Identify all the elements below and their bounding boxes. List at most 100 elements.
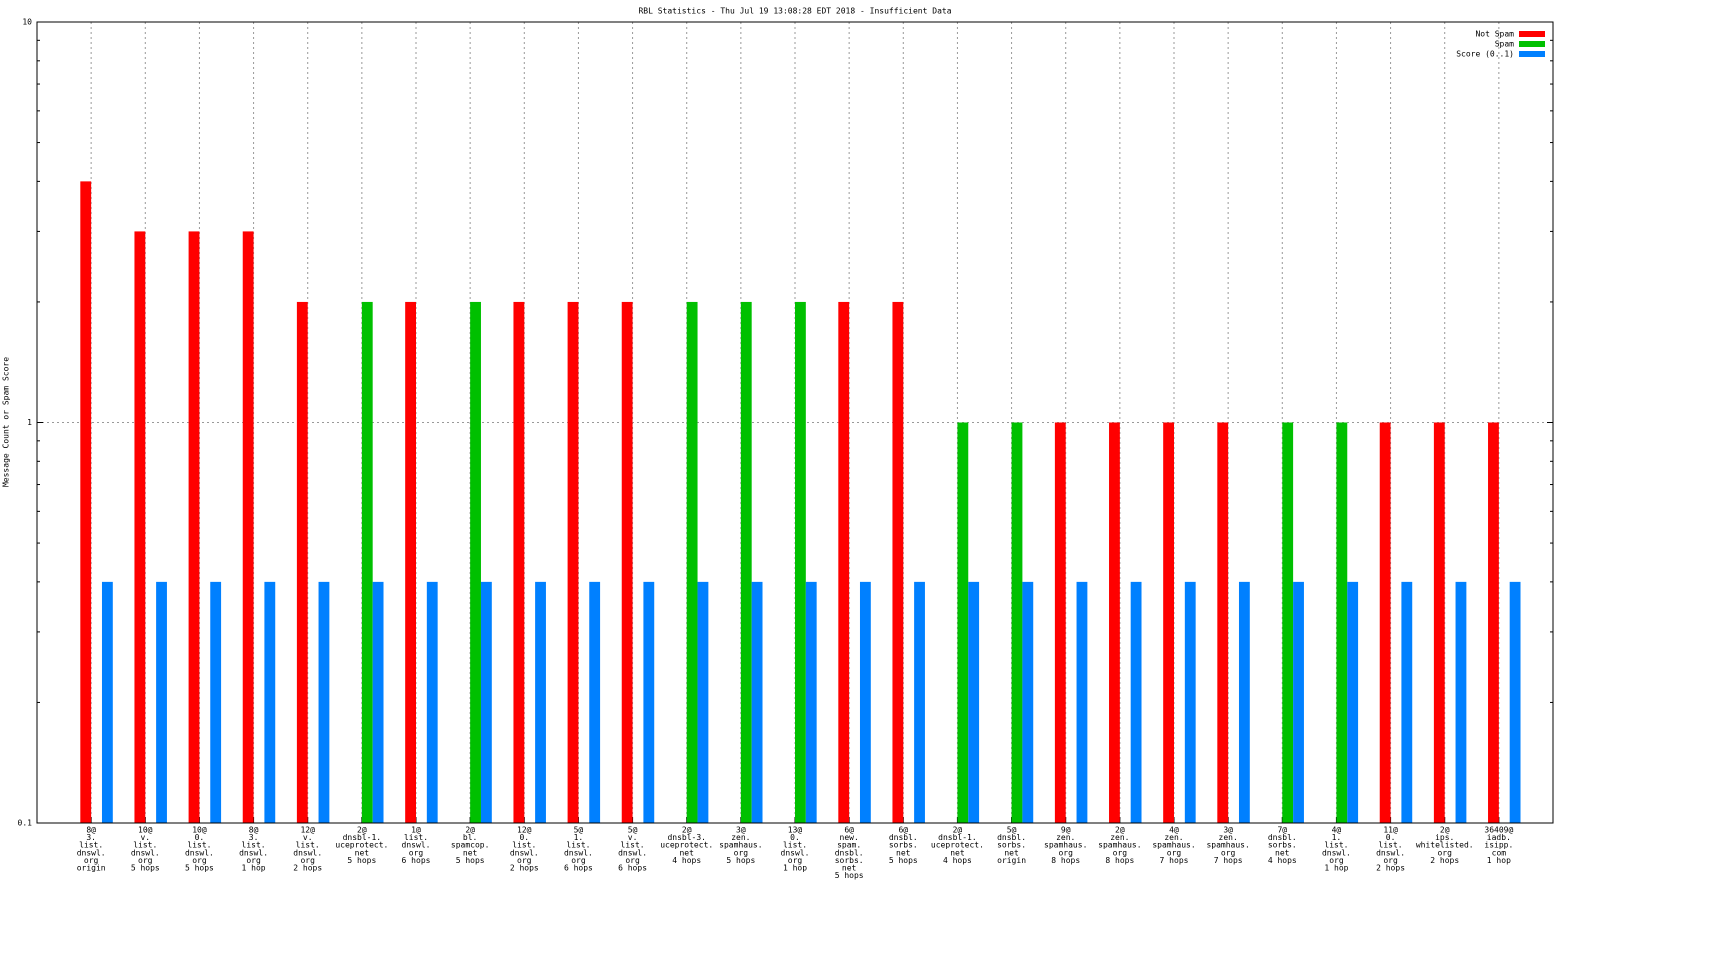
x-tick-label: 1 hop — [1324, 864, 1348, 873]
y-tick-label: 10 — [22, 18, 32, 27]
bar — [1509, 581, 1521, 823]
bar — [1379, 422, 1391, 823]
x-tick-label: list. — [187, 841, 211, 850]
bar — [1293, 581, 1304, 823]
bar — [1282, 422, 1294, 823]
x-tick-label: dnswl. — [239, 848, 268, 857]
bar — [134, 231, 146, 823]
x-tick-label: list. — [404, 833, 428, 842]
x-tick-label: uceprotect. — [660, 841, 713, 850]
legend-swatch — [1519, 41, 1545, 47]
x-tick-label: 3. — [249, 833, 259, 842]
x-tick-label: dnsbl-1. — [343, 833, 382, 842]
x-tick-label: net — [355, 848, 370, 857]
x-tick-label: sorbs. — [997, 841, 1026, 850]
x-tick-label: org — [788, 856, 803, 865]
x-tick-label: whitelisted. — [1416, 841, 1474, 850]
x-tick-label: v. — [303, 833, 313, 842]
plot-frame — [36, 21, 1554, 824]
x-tick-label: zen. — [1164, 833, 1183, 842]
bar — [480, 581, 492, 823]
x-tick-label: dnswl. — [510, 848, 539, 857]
x-tick-label: 8 hops — [1105, 856, 1134, 865]
bar — [1488, 422, 1499, 823]
x-tick-label: uceprotect. — [335, 841, 388, 850]
x-tick-label: zen. — [1056, 833, 1075, 842]
x-tick-label: dnswl. — [618, 848, 647, 857]
x-tick-label: org — [1437, 848, 1452, 857]
legend-label: Spam — [1495, 40, 1514, 49]
x-tick-label: 0. — [195, 833, 205, 842]
bar — [101, 581, 113, 823]
x-tick-label: list. — [1379, 841, 1403, 850]
x-tick-label: org — [1329, 856, 1344, 865]
x-tick-label: dnsbl. — [889, 833, 918, 842]
x-tick-label: 36409@ — [1484, 826, 1513, 835]
x-tick-label: 2@ — [357, 826, 367, 835]
bar — [1184, 581, 1196, 823]
bar — [1433, 422, 1445, 823]
bar — [686, 301, 698, 823]
x-tick-label: 5 hops — [131, 864, 160, 873]
x-tick-label: 4 hops — [672, 856, 701, 865]
x-tick-label: dnswl. — [77, 848, 106, 857]
x-tick-label: org — [1113, 848, 1128, 857]
x-tick-label: 3@ — [736, 826, 746, 835]
bar — [1238, 581, 1250, 823]
bar — [242, 231, 254, 823]
x-tick-label: 5@ — [574, 826, 584, 835]
y-tick-label: 1 — [27, 418, 32, 427]
x-tick-label: org — [192, 856, 207, 865]
y-axis-label: Message Count or Spam Score — [2, 357, 11, 487]
x-tick-label: dnsbl-1. — [938, 833, 977, 842]
x-tick-label: 1 hop — [1487, 856, 1511, 865]
x-tick-label: org — [84, 856, 99, 865]
x-tick-label: list. — [133, 841, 157, 850]
x-tick-label: net — [896, 848, 911, 857]
x-tick-label: 11@ — [1383, 826, 1398, 835]
x-tick-label: dnsbl. — [1268, 833, 1297, 842]
bar — [535, 581, 546, 823]
x-tick-label: 2@ — [465, 826, 475, 835]
x-tick-label: 1. — [574, 833, 584, 842]
x-tick-label: 2@ — [682, 826, 692, 835]
x-tick-label: dnsbl. — [997, 833, 1026, 842]
chart-title: RBL Statistics - Thu Jul 19 13:08:28 EDT… — [638, 7, 951, 16]
x-tick-label: dnsbl. — [835, 848, 864, 857]
x-tick-label: 1@ — [411, 826, 421, 835]
x-tick-label: 3. — [86, 833, 96, 842]
x-tick-label: net — [679, 848, 694, 857]
x-tick-label: spam. — [837, 841, 861, 850]
x-tick-label: origin — [77, 864, 106, 873]
bar — [892, 301, 904, 823]
x-tick-label: dnswl. — [1322, 848, 1351, 857]
x-tick-label: 2@ — [1115, 826, 1125, 835]
x-tick-label: list. — [512, 841, 536, 850]
x-tick-label: spamhaus. — [719, 841, 762, 850]
bar — [318, 581, 330, 823]
bar — [1109, 422, 1120, 823]
x-tick-label: 5 hops — [347, 856, 376, 865]
bar — [795, 301, 806, 823]
x-tick-label: net — [463, 848, 478, 857]
bar — [859, 581, 871, 823]
x-tick-label: 2@ — [953, 826, 963, 835]
x-tick-label: 12@ — [517, 826, 532, 835]
bar — [697, 581, 709, 823]
legend-label: Score (0..1) — [1456, 50, 1514, 59]
x-tick-label: v. — [628, 833, 638, 842]
x-tick-label: net — [950, 848, 965, 857]
bar — [405, 301, 416, 823]
bar — [1011, 422, 1023, 823]
x-tick-label: ips. — [1435, 833, 1454, 842]
bar — [296, 301, 308, 823]
bar — [156, 581, 167, 823]
bar — [470, 301, 481, 823]
x-tick-label: list. — [566, 841, 590, 850]
x-tick-label: org — [1167, 848, 1182, 857]
x-tick-label: org — [246, 856, 261, 865]
bar — [80, 181, 92, 823]
x-tick-label: iadb. — [1487, 833, 1511, 842]
x-tick-label: 6 hops — [618, 864, 647, 873]
